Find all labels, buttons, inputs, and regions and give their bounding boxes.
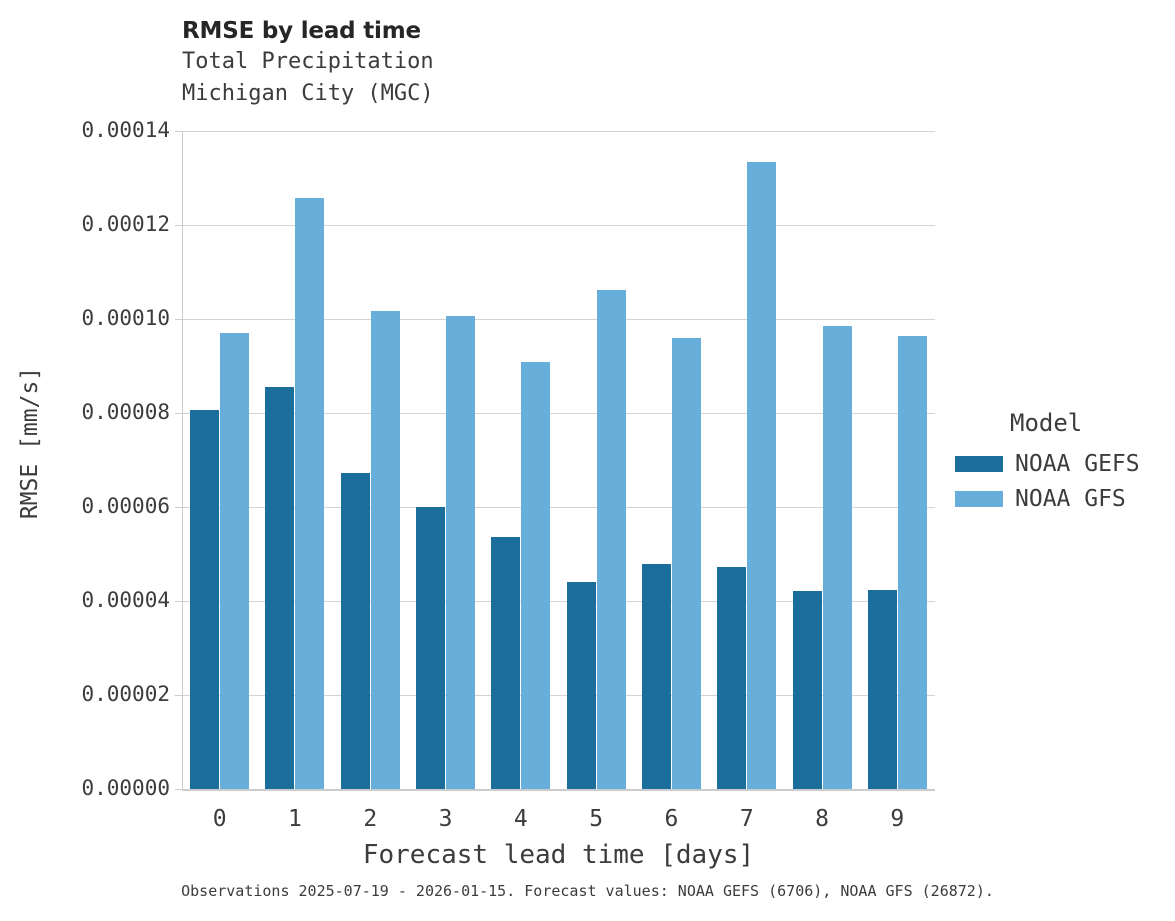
x-tick-label: 8	[815, 806, 829, 832]
bar[interactable]	[897, 335, 927, 789]
y-tick-mark	[175, 601, 182, 602]
x-tick-label: 1	[288, 806, 302, 832]
y-tick-mark	[175, 789, 182, 790]
y-tick-label: 0.00004	[81, 588, 170, 612]
bar[interactable]	[671, 337, 701, 789]
legend-item-label: NOAA GFS	[1015, 485, 1126, 512]
y-tick-mark	[175, 413, 182, 414]
y-tick-label: 0.00012	[81, 212, 170, 236]
gridline	[182, 131, 935, 132]
y-tick-label: 0.00000	[81, 776, 170, 800]
x-tick-label: 6	[664, 806, 679, 832]
y-tick-mark	[175, 695, 182, 696]
y-tick-mark	[175, 507, 182, 508]
chart-title: RMSE by lead time	[182, 18, 421, 44]
plot-area	[182, 131, 935, 789]
y-tick-mark	[175, 225, 182, 226]
y-axis-title: RMSE [mm/s]	[17, 366, 43, 520]
gridline	[182, 413, 935, 414]
bar[interactable]	[190, 410, 220, 789]
gridline	[182, 601, 935, 602]
legend-swatch-icon	[955, 491, 1003, 507]
bar[interactable]	[416, 507, 446, 789]
bar[interactable]	[717, 567, 747, 789]
y-tick-label: 0.00008	[81, 400, 170, 424]
x-tick-label: 7	[739, 806, 754, 832]
bar[interactable]	[747, 162, 777, 789]
x-tick-label: 5	[589, 806, 604, 832]
bar[interactable]	[295, 197, 325, 789]
y-tick-label: 0.00006	[81, 494, 170, 518]
bar[interactable]	[370, 311, 400, 789]
y-tick-label: 0.00014	[81, 118, 170, 142]
bar[interactable]	[641, 563, 671, 789]
gridline	[182, 695, 935, 696]
x-axis-spine	[182, 789, 935, 791]
x-tick-label: 0	[212, 806, 227, 832]
y-axis-spine	[182, 131, 183, 790]
x-tick-label: 3	[438, 806, 453, 832]
y-tick-label: 0.00010	[81, 306, 170, 330]
chart-header: RMSE by lead time Total Precipitation Mi…	[182, 16, 882, 110]
gridline	[182, 225, 935, 226]
bar[interactable]	[220, 333, 250, 789]
legend-swatch-icon	[955, 456, 1003, 472]
bar[interactable]	[867, 590, 897, 789]
x-tick-label: 4	[513, 806, 528, 832]
bar[interactable]	[566, 582, 596, 789]
chart-subtitle-station: Michigan City (MGC)	[182, 81, 434, 106]
bar[interactable]	[521, 361, 551, 789]
y-tick-label: 0.00002	[81, 682, 170, 706]
footer-note: Observations 2025-07-19 - 2026-01-15. Fo…	[181, 882, 994, 900]
bar[interactable]	[822, 326, 852, 789]
x-axis-title: Forecast lead time [days]	[362, 840, 755, 870]
legend: Model NOAA GEFS NOAA GFS	[955, 408, 1170, 518]
bar[interactable]	[446, 316, 476, 789]
legend-item[interactable]: NOAA GFS	[955, 483, 1170, 515]
y-tick-mark	[175, 131, 182, 132]
legend-item[interactable]: NOAA GEFS	[955, 448, 1170, 480]
bar[interactable]	[491, 537, 521, 789]
bar[interactable]	[340, 473, 370, 789]
gridline	[182, 507, 935, 508]
legend-entries: NOAA GEFS NOAA GFS	[955, 448, 1170, 515]
legend-title: Model	[1010, 409, 1083, 437]
x-tick-label: 9	[890, 806, 905, 832]
x-tick-label: 2	[363, 806, 378, 832]
bar[interactable]	[792, 591, 822, 789]
bar[interactable]	[265, 387, 295, 789]
chart-subtitle-variable: Total Precipitation	[182, 49, 434, 74]
gridline	[182, 319, 935, 320]
y-tick-mark	[175, 319, 182, 320]
bar[interactable]	[596, 289, 626, 789]
legend-item-label: NOAA GEFS	[1015, 450, 1140, 477]
